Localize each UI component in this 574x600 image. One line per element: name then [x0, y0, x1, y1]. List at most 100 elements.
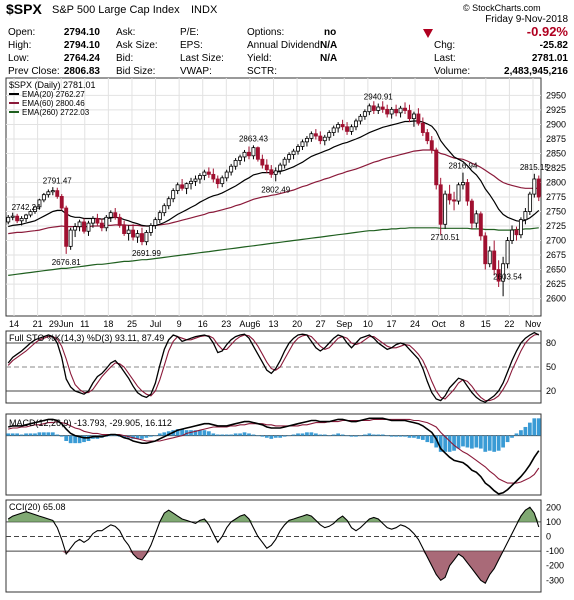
prev-close-value: 2806.83 — [63, 66, 100, 77]
candle-body — [41, 194, 46, 201]
candle-body — [157, 212, 162, 221]
x-tick-label: Oct — [432, 319, 447, 329]
macd-histogram-bar — [527, 422, 532, 436]
candle-body — [260, 158, 265, 166]
down-triangle-icon — [423, 29, 433, 38]
candle-body — [104, 216, 109, 229]
macd-histogram-bar — [162, 432, 167, 436]
candle-body — [220, 177, 225, 185]
macd-histogram-bar — [501, 435, 505, 448]
macd-histogram-bar — [398, 435, 403, 437]
macd-histogram-bar — [425, 435, 430, 443]
candle-body — [117, 216, 122, 226]
macd-histogram-bar — [505, 435, 510, 443]
macd-histogram-bar — [220, 434, 225, 436]
cci-tick-label: -100 — [546, 546, 564, 556]
macd-histogram-bar — [358, 435, 363, 437]
candle-body — [33, 206, 37, 212]
symbol: $SPX — [6, 1, 42, 17]
candle-body — [189, 180, 193, 185]
price-tick-label: 2925 — [546, 105, 566, 115]
bid-size-label: Bid Size: — [116, 66, 156, 77]
candle-body — [465, 182, 470, 202]
candle-body — [505, 240, 510, 265]
macd-histogram-bar — [327, 435, 332, 437]
x-tick-label: 24 — [410, 319, 420, 329]
macd-histogram-bar — [447, 435, 452, 452]
macd-histogram-bar — [242, 432, 247, 436]
prev-close-label: Prev Close: — [8, 66, 60, 77]
cci-tick-label: 100 — [546, 517, 561, 527]
candle-body — [487, 250, 492, 265]
x-tick-label: Sep — [336, 319, 352, 329]
candle-body — [403, 107, 407, 111]
macd-histogram-bar — [429, 435, 434, 444]
candle-body — [82, 221, 86, 232]
candle-body — [349, 126, 354, 132]
x-tick-label: 27 — [316, 319, 326, 329]
candle-body — [28, 211, 33, 216]
volume-label: Volume: — [434, 66, 471, 77]
candle-body — [336, 124, 341, 129]
low-value: 2764.24 — [63, 53, 100, 64]
macd-histogram-bar — [389, 435, 394, 437]
macd-histogram-bar — [478, 435, 483, 449]
macd-histogram-bar — [487, 435, 492, 451]
macd-histogram-bar — [363, 434, 367, 436]
candle-body — [73, 226, 78, 231]
candle-body — [122, 225, 127, 234]
macd-title: MACD(12,26,9) -13.793, -29.905, 16.112 — [9, 418, 172, 428]
macd-histogram-bar — [175, 429, 180, 436]
macd-histogram-bar — [443, 435, 448, 452]
macd-histogram-bar — [166, 431, 171, 436]
candle-body — [144, 232, 149, 243]
options-value: no — [324, 27, 337, 38]
macd-histogram-bar — [349, 435, 354, 437]
yield-label: Yield: — [247, 53, 272, 64]
candle-body — [425, 132, 430, 142]
macd-histogram-bar — [523, 426, 528, 436]
sctr-label: SCTR: — [247, 66, 277, 77]
macd-histogram-bar — [380, 434, 385, 436]
candle-body — [10, 215, 15, 218]
x-tick-label: Jul — [150, 319, 162, 329]
candle-body — [380, 106, 385, 110]
macd-histogram-bar — [345, 435, 349, 437]
price-tick-label: 2850 — [546, 148, 566, 158]
macd-histogram-bar — [59, 435, 64, 437]
candle-body — [269, 169, 274, 175]
stochastic-tick-label: 20 — [546, 386, 556, 396]
macd-histogram-bar — [367, 433, 372, 436]
candle-body — [211, 173, 216, 180]
candle-body — [523, 211, 528, 221]
price-tick-label: 2700 — [546, 236, 566, 246]
last-size-label: Last Size: — [180, 53, 224, 64]
candle-body — [135, 233, 140, 238]
price-annotation: 2940.91 — [364, 93, 393, 102]
candle-body — [452, 199, 457, 202]
macd-histogram-bar — [68, 435, 73, 444]
yield-value: N/A — [320, 53, 338, 64]
price-tick-label: 2800 — [546, 177, 566, 187]
macd-histogram-bar — [198, 430, 202, 436]
macd-histogram-bar — [403, 435, 407, 437]
macd-histogram-bar — [73, 435, 77, 444]
macd-histogram-bar — [470, 435, 474, 449]
macd-histogram-bar — [412, 435, 416, 438]
candle-body — [296, 146, 300, 152]
x-tick-label: 20 — [292, 319, 302, 329]
candle-body — [313, 133, 318, 137]
macd-histogram-bar — [296, 433, 300, 436]
macd-histogram-bar — [64, 435, 69, 441]
open-value: 2794.10 — [63, 27, 100, 38]
macd-histogram-bar — [50, 432, 55, 436]
macd-histogram-bar — [108, 435, 113, 437]
candle-body — [282, 158, 287, 166]
eps-label: EPS: — [180, 40, 203, 51]
high-value: 2794.10 — [63, 40, 100, 51]
macd-histogram-bar — [180, 429, 184, 436]
x-tick-label: 13 — [268, 319, 278, 329]
chg-value: -25.82 — [539, 40, 568, 51]
candle-body — [162, 205, 167, 214]
candle-body — [322, 136, 327, 142]
